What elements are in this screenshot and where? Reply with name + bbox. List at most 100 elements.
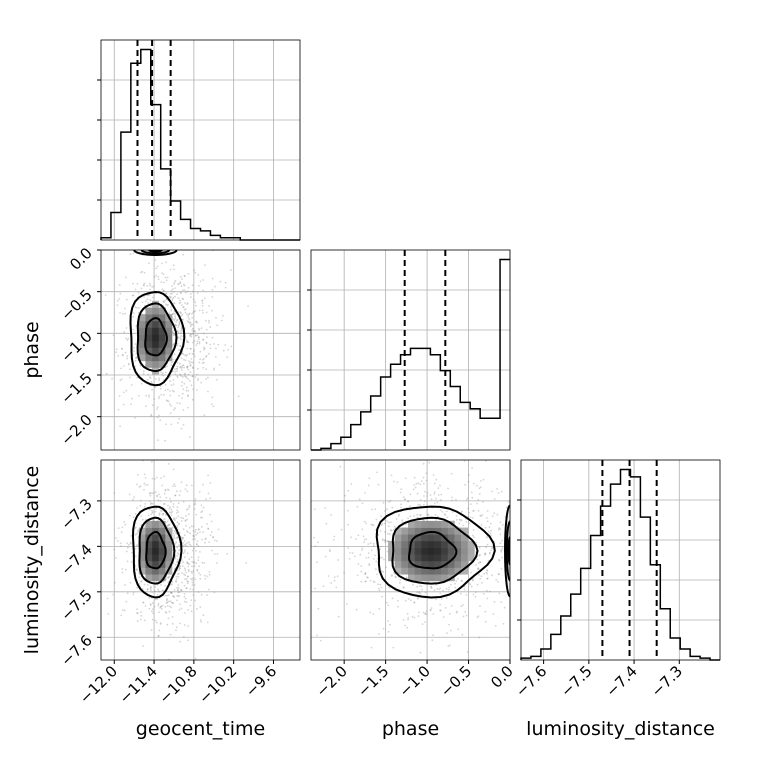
scatter-point <box>479 605 481 607</box>
density-cell <box>165 327 173 335</box>
scatter-point <box>197 528 200 531</box>
x-tick-label: −7.6 <box>512 662 550 700</box>
scatter-point <box>187 531 189 534</box>
scatter-point <box>302 580 304 582</box>
scatter-point <box>477 567 479 569</box>
scatter-point <box>188 543 191 546</box>
scatter-point <box>205 342 208 345</box>
scatter-point <box>154 619 157 622</box>
y-tick-label: −7.6 <box>57 631 95 669</box>
scatter-point <box>182 353 185 356</box>
scatter-point <box>426 492 429 494</box>
scatter-point <box>293 505 295 507</box>
scatter-point <box>165 599 168 602</box>
scatter-point <box>175 321 178 323</box>
scatter-point <box>179 282 182 284</box>
scatter-point <box>162 300 165 303</box>
density-cell <box>138 534 146 542</box>
scatter-point <box>434 514 437 516</box>
scatter-point <box>219 280 222 283</box>
scatter-point <box>167 504 169 507</box>
scatter-point <box>177 584 180 586</box>
scatter-point <box>164 389 167 391</box>
scatter-point <box>485 589 488 592</box>
scatter-point <box>446 516 449 519</box>
scatter-point <box>395 518 398 520</box>
scatter-point <box>176 330 179 332</box>
scatter-point <box>387 620 389 622</box>
scatter-point <box>132 591 135 594</box>
scatter-point <box>172 334 175 337</box>
scatter-point <box>347 523 349 526</box>
scatter-point <box>148 394 150 397</box>
scatter-point <box>347 509 349 512</box>
contour-line <box>375 505 496 599</box>
scatter-point <box>533 511 535 513</box>
scatter-point <box>175 532 178 535</box>
scatter-point <box>170 404 173 407</box>
scatter-point <box>143 296 145 298</box>
scatter-point <box>186 582 189 585</box>
scatter-point <box>117 408 120 411</box>
scatter-point <box>174 494 177 497</box>
scatter-point <box>129 514 131 517</box>
scatter-point <box>501 539 503 542</box>
scatter-point <box>492 613 495 615</box>
scatter-point <box>445 597 448 599</box>
scatter-point <box>117 527 120 529</box>
scatter-point <box>134 533 137 536</box>
scatter-point <box>344 494 346 497</box>
scatter-point <box>167 524 169 527</box>
scatter-point <box>175 367 178 370</box>
scatter-point <box>129 368 132 371</box>
scatter-point <box>121 354 124 356</box>
scatter-point <box>529 578 531 580</box>
scatter-point <box>499 533 502 536</box>
scatter-point <box>132 294 135 297</box>
scatter-point <box>416 585 419 588</box>
scatter-point <box>179 332 182 334</box>
scatter-point <box>151 388 154 391</box>
density-cell <box>138 567 146 575</box>
scatter-point <box>194 330 197 333</box>
scatter-point <box>169 497 171 500</box>
scatter-point <box>113 548 115 551</box>
density-cell <box>145 567 153 575</box>
scatter-point <box>439 499 442 501</box>
scatter-point <box>162 273 165 276</box>
scatter-point <box>162 590 165 592</box>
scatter-point <box>382 501 385 504</box>
scatter-point <box>150 585 152 588</box>
scatter-point <box>496 580 499 583</box>
scatter-point <box>327 575 330 577</box>
scatter-point <box>174 373 177 375</box>
scatter-point <box>179 402 181 405</box>
density-cell <box>454 534 462 542</box>
scatter-point <box>165 261 168 264</box>
scatter-point <box>193 561 195 564</box>
scatter-point <box>129 376 131 379</box>
scatter-point <box>171 583 173 586</box>
scatter-point <box>481 514 484 516</box>
scatter-point <box>125 389 128 392</box>
scatter-point <box>198 338 200 340</box>
scatter-point <box>136 569 138 571</box>
scatter-point <box>489 551 491 554</box>
scatter-point <box>170 592 173 594</box>
scatter-point <box>192 329 195 332</box>
scatter-point <box>413 515 415 517</box>
scatter-point <box>186 542 188 544</box>
scatter-point <box>179 373 181 376</box>
scatter-point <box>136 620 139 623</box>
scatter-point <box>185 508 188 511</box>
density-cell <box>401 527 409 535</box>
y-tick-label: −2.0 <box>57 411 95 449</box>
scatter-point <box>147 373 150 376</box>
scatter-point <box>148 282 151 285</box>
scatter-point <box>151 286 154 288</box>
axes-frame <box>310 459 511 661</box>
scatter-point <box>185 524 187 527</box>
scatter-point <box>471 663 473 665</box>
scatter-point <box>170 591 172 594</box>
scatter-point <box>158 493 160 496</box>
